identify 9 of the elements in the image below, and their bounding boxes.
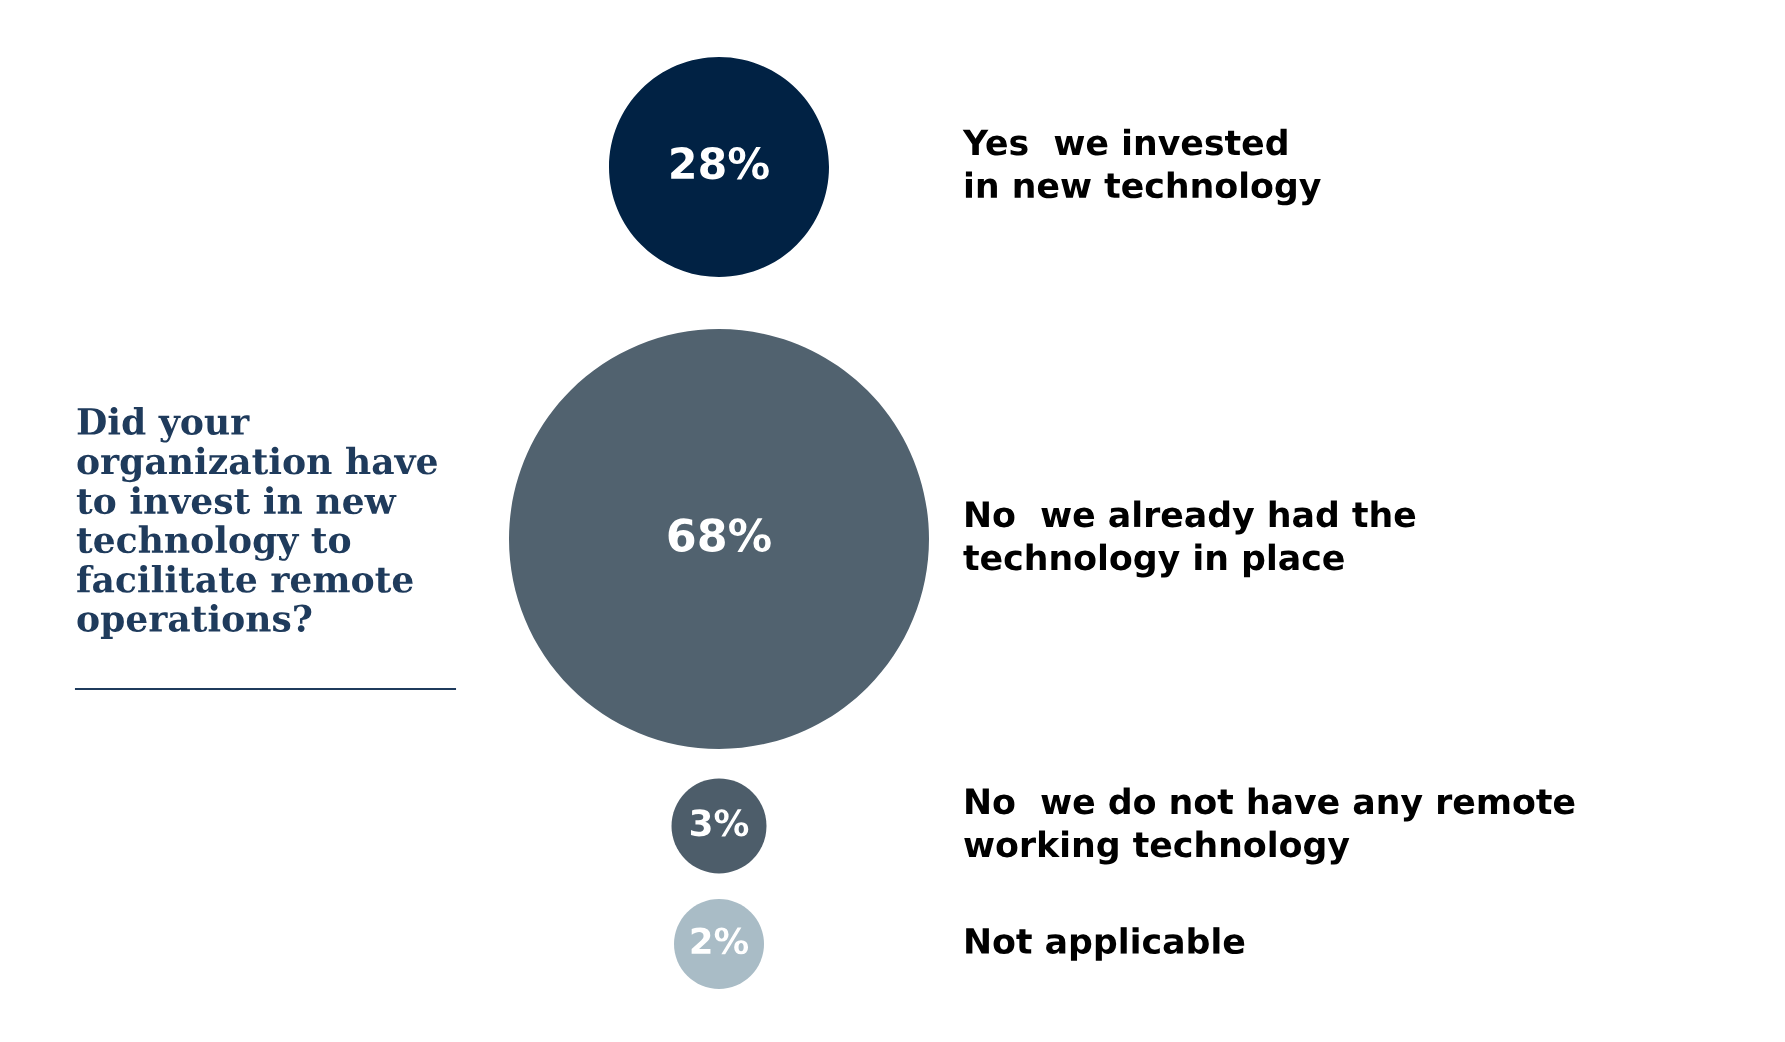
category-label: Yes we invested in new technology — [962, 128, 1321, 206]
data-label: 28% — [671, 147, 769, 180]
category-label: No we already had the technology in place — [963, 500, 1416, 578]
category-label: No we do not have any remote working technology — [964, 787, 1575, 865]
category-label: Not applicable — [966, 927, 1245, 961]
data-label: 3% — [690, 809, 749, 837]
data-label: 68% — [668, 518, 771, 552]
text: Did your organization have to invest in new technology to facilitate remote operations? — [76, 407, 437, 639]
data-label: 2% — [691, 927, 749, 955]
